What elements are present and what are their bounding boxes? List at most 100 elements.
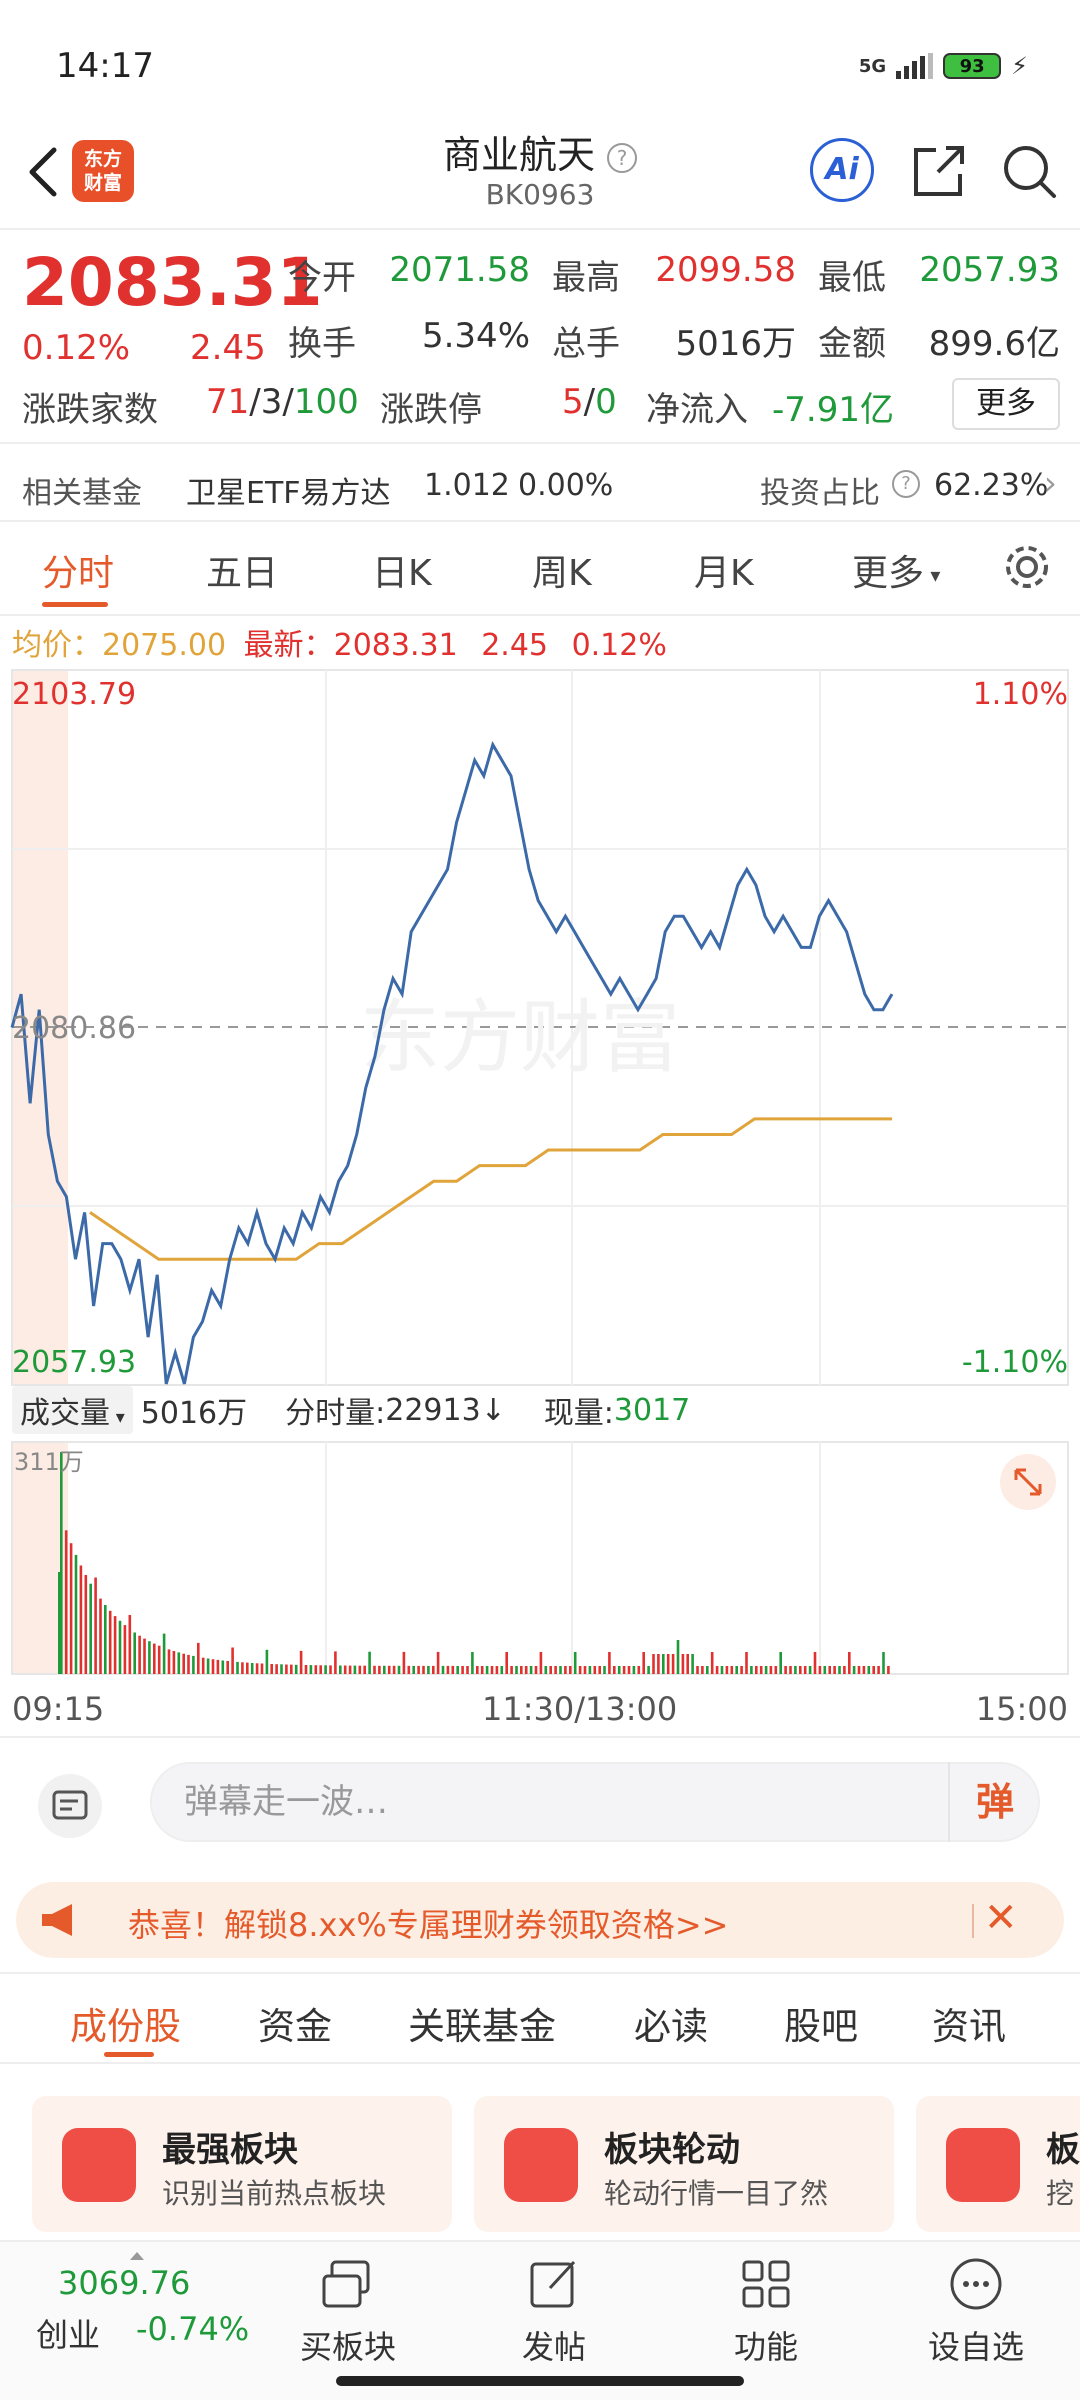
volume-bar: [211, 1659, 215, 1674]
volume-bar: [740, 1666, 743, 1674]
fund-name: 卫星ETF易方达: [186, 476, 391, 511]
divider: [0, 2062, 1080, 2064]
more-button[interactable]: 更多: [952, 378, 1060, 430]
volume-bar: [637, 1666, 641, 1674]
volume-bar: [334, 1651, 337, 1674]
volume-chart[interactable]: 311万: [0, 1432, 1080, 1686]
volume-bar: [696, 1666, 699, 1674]
tab-monthly-k[interactable]: 月K: [694, 553, 754, 594]
tab-five-day[interactable]: 五日: [206, 553, 279, 594]
volume-scale-label: 311万: [14, 1448, 84, 1476]
volume-bar: [848, 1652, 851, 1674]
volume-bar: [652, 1654, 655, 1674]
volume-bar: [750, 1666, 753, 1674]
network-label: 5G: [858, 55, 887, 77]
layers-icon: [946, 2128, 1020, 2202]
volume-bar: [368, 1651, 371, 1674]
volume-bar: [172, 1651, 176, 1674]
volume-bar: [524, 1666, 528, 1674]
danmu-settings-icon[interactable]: [38, 1774, 102, 1838]
volume-bar: [603, 1666, 606, 1674]
volume-header: 成交量 ▾ 5016万 分时量: 22913↓ 现量: 3017: [12, 1386, 690, 1434]
volume-selector[interactable]: 成交量 ▾: [12, 1386, 133, 1434]
volume-value: 5016万: [675, 324, 796, 364]
tab-more-label: 更多: [852, 553, 925, 594]
info-icon[interactable]: ?: [607, 142, 638, 173]
volume-bar: [290, 1664, 293, 1674]
tab-funds[interactable]: 资金: [258, 2005, 332, 2048]
amount-value: 899.6亿: [928, 324, 1060, 364]
tab-forum[interactable]: 股吧: [784, 2005, 858, 2048]
search-button[interactable]: [998, 140, 1060, 202]
tab-weekly-k[interactable]: 周K: [532, 553, 592, 594]
volume-bar: [387, 1665, 391, 1674]
intraday-chart[interactable]: 东方财富 2103.79 1.10% 2080.86 2057.93 -1.10…: [0, 660, 1080, 1390]
current-price: 2083.31: [22, 244, 323, 321]
volume-bar: [383, 1665, 386, 1674]
chevron-left-icon: [29, 147, 57, 197]
high-value: 2099.58: [655, 250, 796, 290]
logo-text-top: 东方: [83, 148, 122, 170]
volume-bar: [515, 1666, 518, 1674]
tab-daily-k[interactable]: 日K: [372, 553, 432, 594]
volume-bar: [710, 1652, 714, 1674]
expand-button[interactable]: [1000, 1454, 1056, 1510]
settings-icon[interactable]: [1000, 540, 1054, 594]
volume-label: 总手: [552, 324, 620, 364]
nav-buy-sector[interactable]: 买板块: [278, 2254, 418, 2368]
card-sector-rotation[interactable]: 板块轮动 轮动行情一目了然: [474, 2096, 894, 2232]
nav-functions[interactable]: 功能: [696, 2254, 836, 2368]
volume-bar: [201, 1657, 205, 1674]
promo-banner[interactable]: 恭喜！解锁8.xx%专属理财券领取资格>> ✕: [16, 1882, 1064, 1958]
danmu-send-button[interactable]: 弹: [948, 1762, 1040, 1842]
help-icon[interactable]: ?: [892, 470, 920, 498]
cards-icon: [322, 2260, 370, 2308]
tab-related-funds[interactable]: 关联基金: [408, 2005, 556, 2048]
tab-must-read[interactable]: 必读: [634, 2005, 708, 2048]
card-strongest-sector[interactable]: 最强板块 识别当前热点板块: [32, 2096, 452, 2232]
volume-bar: [529, 1666, 533, 1674]
volume-bar: [329, 1665, 332, 1674]
turnover-value: 5.34%: [421, 316, 530, 356]
volume-bar: [250, 1663, 254, 1674]
volume-bar: [138, 1635, 141, 1674]
tab-news[interactable]: 资讯: [932, 2005, 1006, 2048]
volume-bar: [363, 1665, 366, 1674]
tab-intraday[interactable]: 分时: [42, 553, 115, 594]
volume-bar: [789, 1666, 792, 1674]
app-logo[interactable]: 东方 财富: [72, 140, 134, 202]
volume-bar: [573, 1652, 577, 1674]
card-title: 板块轮动: [604, 2130, 740, 2170]
share-button[interactable]: [908, 140, 970, 202]
latest-change: 2.45: [481, 628, 549, 663]
volume-bar: [559, 1666, 562, 1674]
volume-bar: [280, 1664, 283, 1674]
volume-bar: [133, 1632, 136, 1674]
card-third[interactable]: 板 挖: [916, 2096, 1080, 2232]
minute-volume-label: 分时量:: [285, 1396, 386, 1431]
volume-bar: [520, 1666, 523, 1674]
volume-bar: [58, 1572, 61, 1674]
volume-bar: [446, 1665, 450, 1674]
danmu-input[interactable]: 弹幕走一波…: [150, 1762, 1040, 1842]
volume-bar: [461, 1666, 464, 1674]
volume-bar: [588, 1666, 592, 1674]
ai-button[interactable]: Ai: [810, 138, 874, 202]
volume-bar: [113, 1616, 117, 1674]
updown-flat: 3: [260, 382, 283, 422]
volume-bar: [662, 1654, 665, 1674]
volume-bar: [691, 1654, 694, 1674]
amount-label: 金额: [818, 324, 886, 364]
ratio-value: 62.23%: [934, 468, 1049, 503]
volume-bar: [167, 1649, 171, 1674]
nav-post[interactable]: 发帖: [484, 2254, 624, 2368]
close-icon[interactable]: ✕: [984, 1895, 1018, 1941]
tab-constituents[interactable]: 成份股: [70, 2005, 181, 2048]
related-fund-row[interactable]: 相关基金 卫星ETF易方达 1.012 0.00% 投资占比 ? 62.23% …: [0, 446, 1080, 520]
chart-tabs: 分时 五日 日K 周K 月K 更多 ▾: [0, 522, 1080, 614]
back-button[interactable]: [20, 142, 70, 202]
volume-bar: [236, 1661, 239, 1674]
volume-bar: [534, 1666, 538, 1674]
nav-add-watchlist[interactable]: 设自选: [906, 2254, 1046, 2368]
tab-more[interactable]: 更多 ▾: [852, 544, 940, 596]
